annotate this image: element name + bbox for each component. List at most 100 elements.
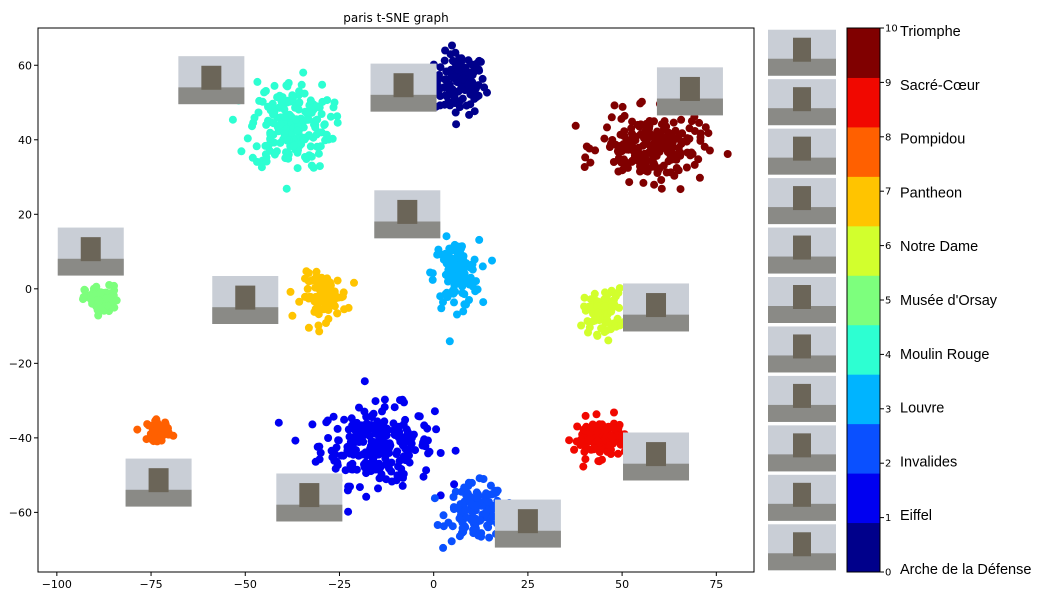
data-point [290,141,299,150]
series-7 [286,267,358,336]
data-point [488,256,496,265]
data-point [696,136,705,145]
data-point [269,119,278,128]
legend-thumbnail-building [793,433,811,458]
data-point [95,296,104,305]
data-point [464,80,473,89]
data-point [614,167,623,176]
data-point [340,305,349,314]
data-point [629,147,638,156]
data-point [370,463,379,472]
data-point [237,147,246,156]
data-point [607,445,615,454]
data-point [315,162,324,171]
data-point [326,112,335,121]
data-point [694,155,703,164]
data-point [484,523,493,532]
legend-thumbnail [768,474,836,521]
data-point [315,455,324,464]
data-point [451,108,460,117]
data-point [323,96,332,105]
data-point [672,164,681,172]
data-point [445,85,454,94]
data-point [399,473,407,482]
data-point [616,130,625,139]
data-point [462,101,471,110]
data-point [639,178,648,187]
data-point [662,168,671,177]
data-point [458,289,467,298]
data-point [387,467,396,476]
data-point [701,123,710,132]
data-point [439,511,448,520]
data-point [614,288,623,297]
data-point [327,446,336,455]
data-point [579,462,588,471]
class-label: Notre Dame [900,239,978,255]
data-point [317,110,326,118]
data-point [642,136,651,145]
data-point [380,395,389,404]
data-point [433,250,442,259]
data-point [299,123,308,132]
data-point [687,117,696,126]
data-point [644,148,653,157]
data-point [472,277,480,286]
data-point [228,115,237,124]
data-point [423,436,432,445]
data-point [300,89,309,98]
colorbar-band [847,423,880,474]
data-point [678,129,687,138]
data-point [614,449,623,458]
data-point [273,93,282,102]
data-point [595,457,604,466]
data-point [617,114,626,123]
data-point [460,483,469,492]
data-point [581,455,590,464]
data-point [581,411,590,420]
data-point [627,124,636,133]
data-point [161,418,170,427]
colorbar-tick-label: 8 [885,132,891,143]
data-point [657,184,666,193]
y-tick-label: 60 [18,59,32,72]
data-point [477,532,486,541]
data-point [439,255,448,264]
landmark-thumbnail [212,276,279,324]
data-point [288,91,297,100]
thumbnail-ground [370,94,437,112]
data-point [370,451,379,460]
y-tick-label: −40 [9,432,32,445]
legend-thumbnail-building [793,235,811,260]
colorbar-band [847,324,880,375]
data-point [262,120,271,129]
data-point [648,156,657,165]
data-point [604,336,613,345]
data-point [470,255,479,264]
data-point [615,303,624,312]
data-point [457,83,466,92]
data-point [433,521,442,529]
data-point [576,435,585,444]
data-point [459,307,468,316]
data-point [580,163,589,171]
landmark-thumbnail [57,227,124,276]
data-point [303,284,312,293]
data-point [479,475,488,483]
data-point [306,96,315,105]
legend-thumbnail-building [793,186,811,211]
data-point [305,131,313,140]
y-tick-label: 0 [25,283,32,296]
data-point [473,285,482,294]
y-axis: −60 −40 −20 0 20 40 60 [9,59,38,519]
data-point [666,153,675,162]
data-point [452,120,461,129]
legend-thumbnail [768,29,836,76]
thumbnail-building [397,199,418,224]
data-point [261,141,270,150]
data-point [419,472,428,481]
thumbnail-building [517,509,538,534]
data-point [467,60,475,69]
data-point [450,260,459,269]
data-point [313,142,322,151]
